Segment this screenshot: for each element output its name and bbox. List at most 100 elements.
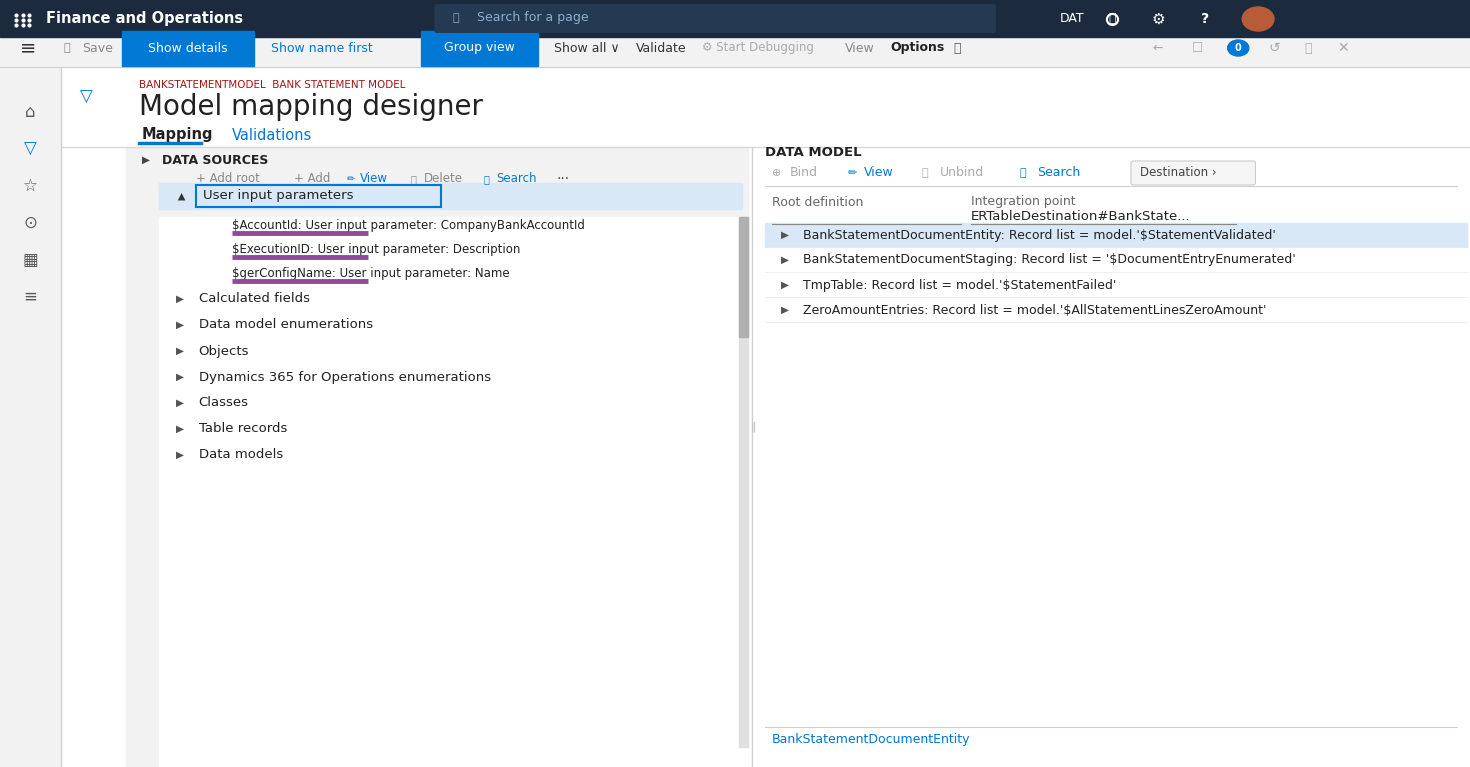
Text: 🗑: 🗑 xyxy=(922,168,929,178)
Bar xyxy=(0,30,1470,67)
Text: ···: ··· xyxy=(556,172,569,186)
Text: Validations: Validations xyxy=(232,127,312,143)
Text: 🔍: 🔍 xyxy=(453,13,460,23)
Text: BankStatementDocumentStaging: Record list = '$DocumentEntryEnumerated': BankStatementDocumentStaging: Record lis… xyxy=(803,254,1295,266)
Bar xyxy=(766,248,1467,272)
Text: ?: ? xyxy=(1201,12,1210,26)
Text: Data models: Data models xyxy=(198,449,282,462)
Text: View: View xyxy=(845,41,875,54)
Bar xyxy=(126,147,748,767)
Text: View: View xyxy=(360,173,388,186)
Text: User input parameters: User input parameters xyxy=(203,189,353,202)
Text: ▶: ▶ xyxy=(782,305,789,315)
Bar xyxy=(122,31,254,66)
Text: ▶: ▶ xyxy=(782,255,789,265)
Text: ‖: ‖ xyxy=(751,422,757,433)
Circle shape xyxy=(1227,40,1250,56)
Text: ▦: ▦ xyxy=(22,251,38,269)
Text: ▶: ▶ xyxy=(782,230,789,240)
Text: ≡: ≡ xyxy=(21,38,37,58)
Text: Classes: Classes xyxy=(198,397,248,410)
Text: Validate: Validate xyxy=(635,41,686,54)
Text: DATA MODEL: DATA MODEL xyxy=(766,146,861,159)
Bar xyxy=(739,217,748,747)
Text: ☆: ☆ xyxy=(24,177,38,195)
Text: 🖫: 🖫 xyxy=(63,43,71,53)
Circle shape xyxy=(1242,7,1274,31)
FancyBboxPatch shape xyxy=(1130,161,1255,185)
Text: ⊕: ⊕ xyxy=(772,168,782,178)
Text: ⚙ Start Debugging: ⚙ Start Debugging xyxy=(701,41,814,54)
Text: + Add root: + Add root xyxy=(196,173,260,186)
Text: ▶: ▶ xyxy=(176,398,184,408)
Text: 🔍: 🔍 xyxy=(484,174,490,184)
Text: Model mapping designer: Model mapping designer xyxy=(140,93,484,121)
Text: TmpTable: Record list = model.'$StatementFailed': TmpTable: Record list = model.'$Statemen… xyxy=(803,278,1116,291)
Text: View: View xyxy=(863,166,894,179)
Text: ⬜: ⬜ xyxy=(1304,41,1311,54)
Text: ◀: ◀ xyxy=(176,193,187,199)
Text: ▽: ▽ xyxy=(24,140,37,158)
Text: ▶: ▶ xyxy=(176,450,184,460)
Text: ✏: ✏ xyxy=(347,174,356,184)
Text: BankStatementDocumentEntity: Record list = model.'$StatementValidated': BankStatementDocumentEntity: Record list… xyxy=(803,229,1276,242)
Text: DATA SOURCES: DATA SOURCES xyxy=(162,153,268,166)
Text: ERTableDestination#BankState...: ERTableDestination#BankState... xyxy=(970,210,1191,223)
Text: ▶: ▶ xyxy=(176,424,184,434)
Text: $gerConfigName: User input parameter: Name: $gerConfigName: User input parameter: Na… xyxy=(232,266,510,279)
Text: DAT: DAT xyxy=(1060,12,1083,25)
Text: 0: 0 xyxy=(1235,43,1242,53)
Text: Integration point: Integration point xyxy=(970,196,1076,209)
Text: Show details: Show details xyxy=(148,41,228,54)
Text: Show name first: Show name first xyxy=(272,41,373,54)
Text: Options: Options xyxy=(889,41,944,54)
Text: ▶: ▶ xyxy=(176,372,184,382)
Text: Finance and Operations: Finance and Operations xyxy=(47,12,244,27)
Text: Calculated fields: Calculated fields xyxy=(198,292,310,305)
Text: ⚙: ⚙ xyxy=(1152,12,1166,27)
Text: ▶: ▶ xyxy=(782,280,789,290)
Bar xyxy=(739,217,748,337)
Text: $AccountId: User input parameter: CompanyBankAccountId: $AccountId: User input parameter: Compan… xyxy=(232,219,585,232)
Text: Destination ›: Destination › xyxy=(1141,166,1217,179)
Text: ⌂: ⌂ xyxy=(25,103,35,121)
Bar xyxy=(766,273,1467,297)
Text: 🔍: 🔍 xyxy=(1020,168,1026,178)
Text: Delete: Delete xyxy=(423,173,463,186)
Text: + Add: + Add xyxy=(294,173,331,186)
Text: Search for a page: Search for a page xyxy=(476,12,588,25)
Text: Table records: Table records xyxy=(198,423,287,436)
FancyBboxPatch shape xyxy=(196,185,441,207)
Text: BankStatementDocumentEntity: BankStatementDocumentEntity xyxy=(772,732,970,746)
Bar xyxy=(159,183,742,209)
Text: ☐: ☐ xyxy=(1192,41,1202,54)
Bar xyxy=(420,31,538,66)
Bar xyxy=(0,67,60,767)
Bar xyxy=(159,217,748,767)
Text: ←: ← xyxy=(1152,41,1163,54)
Text: BANKSTATEMENTMODEL  BANK STATEMENT MODEL: BANKSTATEMENTMODEL BANK STATEMENT MODEL xyxy=(140,80,406,90)
Bar xyxy=(766,223,1467,247)
Text: Save: Save xyxy=(82,41,113,54)
Text: ↺: ↺ xyxy=(1269,41,1280,55)
Text: Data model enumerations: Data model enumerations xyxy=(198,318,373,331)
Text: 🔍: 🔍 xyxy=(954,41,961,54)
Text: 🔔: 🔔 xyxy=(1108,12,1116,25)
Text: ▶: ▶ xyxy=(176,320,184,330)
Text: Show all ∨: Show all ∨ xyxy=(554,41,619,54)
Text: Objects: Objects xyxy=(198,344,248,357)
FancyBboxPatch shape xyxy=(434,4,995,33)
Text: Group view: Group view xyxy=(444,41,514,54)
Text: ▽: ▽ xyxy=(79,88,93,106)
Text: Root definition: Root definition xyxy=(772,196,863,209)
Text: $ExecutionID: User input parameter: Description: $ExecutionID: User input parameter: Desc… xyxy=(232,242,520,255)
Text: ▶: ▶ xyxy=(176,294,184,304)
Text: ✕: ✕ xyxy=(1338,41,1349,55)
Text: ▶: ▶ xyxy=(141,155,150,165)
Text: Dynamics 365 for Operations enumerations: Dynamics 365 for Operations enumerations xyxy=(198,370,491,384)
Text: ✏: ✏ xyxy=(848,168,857,178)
Text: Bind: Bind xyxy=(789,166,817,179)
Text: ⊙: ⊙ xyxy=(24,214,37,232)
Text: ZeroAmountEntries: Record list = model.'$AllStatementLinesZeroAmount': ZeroAmountEntries: Record list = model.'… xyxy=(803,304,1266,317)
Text: ≡: ≡ xyxy=(24,288,37,306)
